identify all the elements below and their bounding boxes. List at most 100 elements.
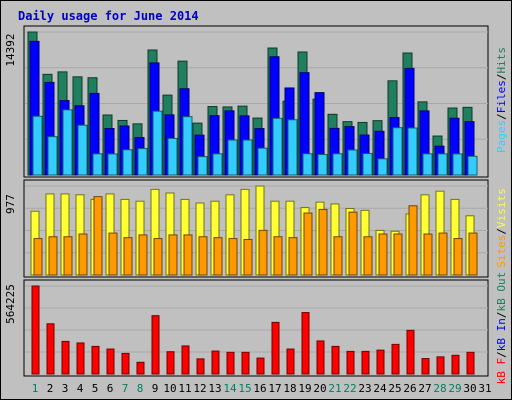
x-tick-label-day-25: 25 (388, 382, 401, 395)
bar-sites-day-18 (288, 237, 298, 276)
x-tick-label-day-22: 22 (343, 382, 356, 395)
bar-sites-day-14 (228, 238, 238, 276)
legend-entry: / (495, 311, 508, 318)
bar-sites-day-22 (348, 211, 358, 276)
bar-pages-day-6 (107, 153, 118, 176)
x-tick-label-day-27: 27 (418, 382, 431, 395)
bar-sites-day-19 (303, 212, 313, 276)
bar-pages-day-1 (32, 115, 43, 176)
bar-kb-f-day-5 (91, 345, 100, 375)
panel-requests-legend: Pages/Files/Hits (495, 47, 508, 153)
bar-pages-day-4 (77, 124, 88, 176)
bar-pages-day-16 (257, 147, 268, 176)
bar-pages-day-21 (332, 153, 343, 176)
bar-sites-day-8 (138, 234, 148, 276)
x-tick-label-day-23: 23 (358, 382, 371, 395)
bar-sites-day-12 (198, 236, 208, 276)
bar-sites-day-27 (423, 233, 433, 276)
bar-kb-f-day-13 (211, 350, 220, 375)
x-tick-label-day-29: 29 (448, 382, 461, 395)
bar-kb-f-day-2 (46, 323, 55, 375)
bar-pages-day-14 (227, 139, 238, 176)
bar-sites-day-1 (33, 238, 43, 276)
x-tick-label-day-17: 17 (268, 382, 281, 395)
x-tick-label-day-9: 9 (152, 382, 159, 395)
x-tick-label-day-8: 8 (137, 382, 144, 395)
panel-traffic-legend: kB F/kB In/kB Out (495, 272, 508, 385)
bar-pages-day-15 (242, 139, 253, 176)
bar-pages-day-8 (137, 148, 148, 176)
title-group: Daily usage for June 2014 (18, 9, 199, 23)
x-tick-label-day-4: 4 (77, 382, 84, 395)
bar-kb-f-day-10 (166, 351, 175, 375)
x-tick-label-day-30: 30 (463, 382, 476, 395)
bar-kb-f-day-26 (406, 329, 415, 375)
bar-sites-day-24 (378, 233, 388, 276)
panel-visits: 977 Sites/Visits (4, 179, 508, 278)
x-tick-label-day-20: 20 (313, 382, 326, 395)
x-tick-label-day-14: 14 (223, 382, 237, 395)
x-tick-label-day-5: 5 (92, 382, 99, 395)
bar-kb-f-day-1 (31, 285, 40, 375)
bar-kb-f-day-21 (331, 345, 340, 375)
legend-entry: Visits (495, 188, 508, 228)
bar-sites-day-11 (183, 234, 193, 276)
bar-sites-day-30 (468, 232, 478, 276)
bar-sites-day-7 (123, 237, 133, 276)
bar-pages-day-10 (167, 137, 178, 176)
bar-sites-day-28 (438, 232, 448, 276)
bar-sites-day-25 (393, 233, 403, 276)
x-tick-label-day-11: 11 (178, 382, 191, 395)
bar-sites-day-9 (153, 238, 163, 276)
bar-pages-day-9 (152, 110, 163, 176)
bar-kb-f-day-7 (121, 352, 130, 375)
bar-kb-f-day-12 (196, 358, 205, 375)
legend-entry: / (495, 113, 508, 120)
panel-requests-max-label: 14392 (4, 33, 17, 66)
legend-entry: Files (495, 80, 508, 113)
bar-pages-day-23 (362, 153, 373, 176)
bar-kb-f-day-18 (286, 348, 295, 375)
x-tick-label-day-15: 15 (238, 382, 251, 395)
bar-kb-f-day-28 (436, 356, 445, 375)
bar-kb-f-day-14 (226, 351, 235, 375)
bar-sites-day-26 (408, 205, 418, 276)
bar-kb-f-day-29 (451, 354, 460, 375)
x-tick-label-day-19: 19 (298, 382, 311, 395)
bar-kb-f-day-11 (181, 345, 190, 375)
bar-kb-f-day-24 (376, 349, 385, 375)
x-tick-label-day-10: 10 (163, 382, 176, 395)
bar-sites-day-17 (273, 236, 283, 276)
bar-pages-day-17 (272, 117, 283, 176)
bar-pages-day-30 (467, 155, 478, 176)
bar-kb-f-day-17 (271, 321, 280, 375)
bar-kb-f-day-25 (391, 343, 400, 375)
legend-entry: / (495, 74, 508, 81)
bar-kb-f-day-22 (346, 350, 355, 375)
bar-kb-f-day-8 (136, 361, 145, 375)
bar-kb-f-day-19 (301, 312, 310, 375)
bar-sites-day-3 (63, 236, 73, 276)
panel-requests: 14392 Pages/Files/Hits (4, 25, 508, 178)
x-tick-label-day-24: 24 (373, 382, 387, 395)
x-tick-label-day-21: 21 (328, 382, 341, 395)
legend-entry: Pages (495, 120, 508, 153)
bar-pages-day-29 (452, 153, 463, 176)
x-tick-label-day-13: 13 (208, 382, 221, 395)
bar-pages-day-25 (392, 127, 403, 176)
x-tick-label-day-3: 3 (62, 382, 69, 395)
x-tick-label-day-6: 6 (107, 382, 114, 395)
bar-pages-day-26 (407, 127, 418, 176)
bar-kb-f-day-16 (256, 357, 265, 375)
bar-kb-f-day-3 (61, 340, 70, 375)
legend-entry: / (495, 228, 508, 235)
bar-kb-f-day-9 (151, 315, 160, 375)
legend-entry: kB Out (495, 272, 508, 312)
bar-pages-day-5 (92, 153, 103, 176)
bar-pages-day-3 (62, 109, 73, 176)
legend-entry: kB F (495, 358, 508, 385)
bar-kb-f-day-30 (466, 351, 475, 375)
bar-pages-day-19 (302, 153, 313, 176)
bar-pages-day-27 (422, 153, 433, 176)
